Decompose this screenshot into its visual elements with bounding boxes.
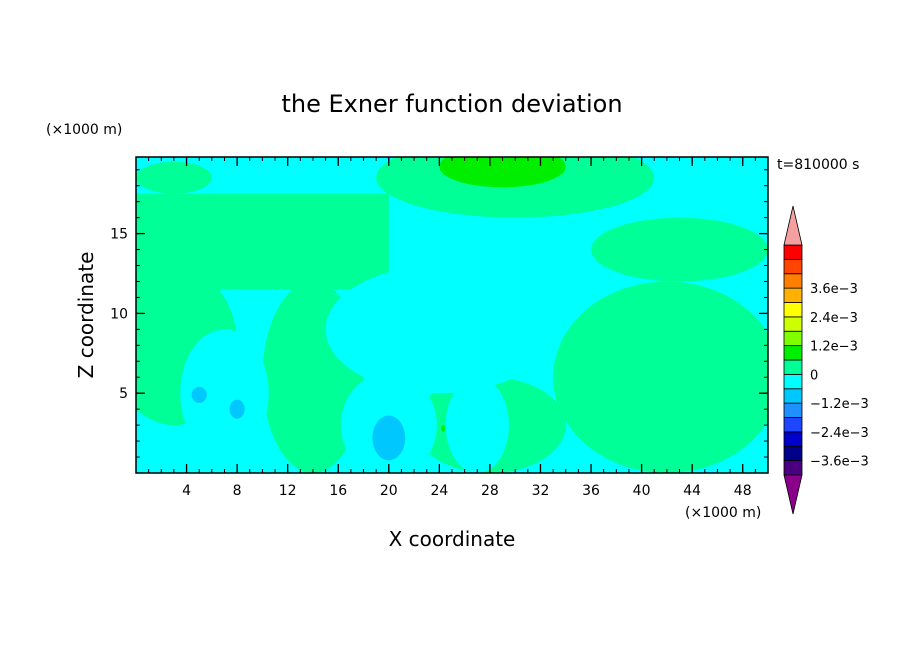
- y-axis-ticks: 5 10 15: [110, 169, 768, 458]
- x-tick-label: 48: [734, 483, 752, 499]
- contour-region-12: [445, 377, 509, 473]
- x-tick-label: 36: [582, 483, 600, 499]
- colorbar-label: −1.2e−3: [810, 397, 869, 412]
- contour-region-15: [229, 399, 245, 419]
- contour-region-9: [325, 265, 554, 394]
- contour-region-13: [372, 415, 406, 461]
- x-tick-label: 20: [380, 483, 398, 499]
- colorbar-box: [783, 431, 803, 447]
- colorbar-bottom-arrow: [783, 474, 803, 515]
- x-axis-label: X coordinate: [389, 527, 516, 551]
- x-tick-label: 12: [279, 483, 297, 499]
- contour-region-16: [441, 425, 446, 432]
- contour-region-10: [180, 329, 269, 458]
- colorbar: 3.6e−3 2.4e−3 1.2e−3 0 −1.2e−3 −2.4e−3 −3.6e−3: [783, 205, 869, 515]
- contour-region-8: [439, 157, 566, 188]
- contour-region-14: [191, 386, 207, 403]
- chart-title: the Exner function deviation: [281, 90, 622, 118]
- colorbar-label: 0: [810, 368, 818, 383]
- colorbar-top-arrow: [783, 205, 803, 246]
- colorbar-label: 1.2e−3: [810, 340, 858, 355]
- colorbar-box: [783, 402, 803, 418]
- colorbar-box: [783, 417, 803, 433]
- colorbar-box: [783, 302, 803, 318]
- colorbar-box: [783, 330, 803, 347]
- x-tick-label: 28: [481, 483, 499, 499]
- colorbar-box: [783, 273, 803, 289]
- x-tick-label: 40: [633, 483, 651, 499]
- y-axis-label: Z coordinate: [74, 252, 98, 379]
- colorbar-box: [783, 345, 803, 361]
- x-tick-label: 16: [329, 483, 347, 499]
- colorbar-box: [783, 388, 803, 404]
- x-tick-label: 24: [430, 483, 448, 499]
- time-label: t=810000 s: [777, 157, 859, 173]
- colorbar-label: 2.4e−3: [810, 311, 858, 326]
- y-tick-label: 5: [119, 386, 128, 402]
- y-tick-label: 15: [110, 227, 128, 243]
- colorbar-box: [783, 460, 803, 476]
- colorbar-label: −3.6e−3: [810, 455, 869, 470]
- x-tick-label: 4: [182, 483, 191, 499]
- colorbar-label: 3.6e−3: [810, 282, 858, 297]
- colorbar-box: [783, 373, 803, 390]
- y-unit-label: (×1000 m): [46, 122, 122, 138]
- contour-region-5: [553, 281, 768, 473]
- colorbar-box: [783, 287, 803, 303]
- colorbar-box: [783, 244, 803, 260]
- x-tick-label: 44: [683, 483, 701, 499]
- colorbar-box: [783, 316, 803, 332]
- x-unit-label: (×1000 m): [685, 505, 761, 521]
- contour-region-3: [591, 217, 768, 282]
- contour-field: [136, 157, 768, 473]
- y-tick-label: 10: [110, 306, 128, 322]
- colorbar-label: −2.4e−3: [810, 426, 869, 441]
- x-axis-ticks: 4 8 12 16 20 24 28 32 36 40 44 48: [148, 157, 756, 499]
- colorbar-box: [783, 258, 803, 275]
- contour-region-1: [136, 161, 212, 194]
- colorbar-box: [783, 445, 803, 462]
- x-tick-label: 8: [233, 483, 242, 499]
- x-tick-label: 32: [532, 483, 550, 499]
- colorbar-box: [783, 359, 803, 375]
